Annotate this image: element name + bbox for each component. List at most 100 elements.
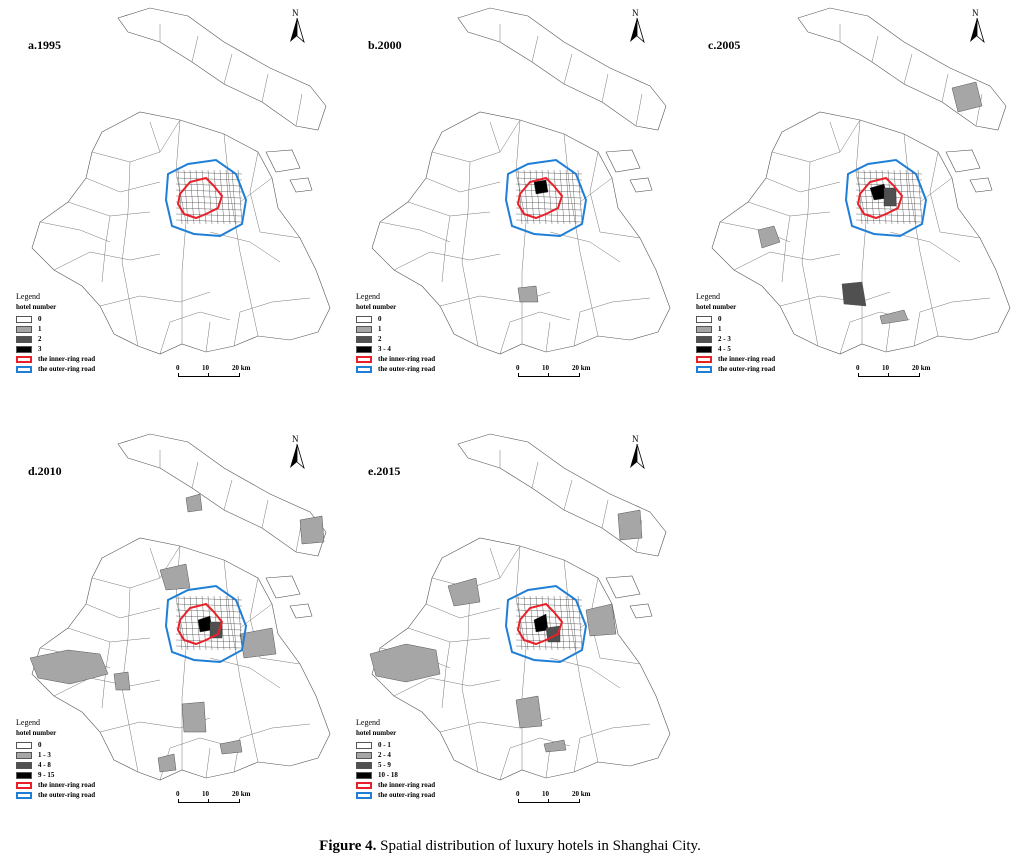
scale-label-0: 0 <box>176 790 180 798</box>
chongming-island <box>117 7 327 131</box>
legend-class-row: 2 <box>16 334 95 344</box>
legend-outer-ring-swatch <box>696 365 712 373</box>
legend-class-row: 4 - 8 <box>16 760 95 770</box>
north-label: N <box>632 8 639 18</box>
district-highlight <box>841 281 867 307</box>
shanghai-map-a <box>31 7 331 355</box>
north-label: N <box>292 8 299 18</box>
district-highlight <box>447 577 481 607</box>
legend-class-label: 1 <box>718 324 722 333</box>
district-highlight <box>219 739 243 755</box>
scale-line <box>518 802 580 803</box>
legend-subtitle: hotel number <box>16 303 57 311</box>
district-highlight <box>181 701 207 733</box>
legend-class-label: 1 - 3 <box>38 750 51 759</box>
north-label: N <box>972 8 979 18</box>
district-highlight <box>543 739 567 753</box>
legend-class-label: 2 - 4 <box>378 750 391 759</box>
mainland <box>711 111 1011 355</box>
legend-inner-ring-label: the inner-ring road <box>718 354 776 363</box>
legend-inner-ring-label: the inner-ring road <box>378 780 436 789</box>
map-legend: Legend hotel number 0 1 2 3 the inner-ring roa… <box>16 292 95 374</box>
mainland <box>371 111 671 355</box>
legend-inner-ring-row: the inner-ring road <box>16 354 95 364</box>
legend-outer-ring-label: the outer-ring road <box>38 790 96 799</box>
scale-line <box>178 802 240 803</box>
district-highlight <box>951 81 983 113</box>
district-highlight <box>113 671 131 691</box>
district-highlight <box>515 695 543 729</box>
panel-title: a.1995 <box>28 38 61 52</box>
panel-title: c.2005 <box>708 38 741 52</box>
city-center-districts <box>175 169 243 225</box>
legend-inner-ring-row: the inner-ring road <box>16 780 95 790</box>
legend-class-row: 10 - 18 <box>356 770 435 780</box>
district-highlight <box>157 753 177 773</box>
figure-caption: Figure 4. Spatial distribution of luxury… <box>0 838 1020 855</box>
legend-outer-ring-row: the outer-ring road <box>356 790 435 800</box>
district-boundaries <box>379 24 651 355</box>
legend-swatch <box>356 315 372 323</box>
legend-class-row: 4 - 5 <box>696 344 775 354</box>
scale-bar: 0 10 20 km <box>514 364 604 386</box>
legend-inner-ring-row: the inner-ring road <box>696 354 775 364</box>
scale-tick <box>548 373 549 377</box>
legend-outer-ring-swatch <box>16 365 32 373</box>
legend-class-row: 3 <box>16 344 95 354</box>
legend-swatch <box>16 761 32 769</box>
legend-swatch <box>16 741 32 749</box>
legend-inner-ring-swatch <box>696 355 712 363</box>
scale-label-10: 10 <box>882 364 889 372</box>
changxing-island <box>605 575 641 599</box>
legend-title: Legend <box>356 292 380 301</box>
north-arrow-icon: N <box>626 434 648 470</box>
legend-class-row: 2 - 4 <box>356 750 435 760</box>
district-highlight <box>369 643 441 683</box>
legend-class-label: 1 <box>38 324 42 333</box>
legend-class-row: 5 - 9 <box>356 760 435 770</box>
north-arrow-icon: N <box>966 8 988 44</box>
legend-outer-ring-label: the outer-ring road <box>38 364 96 373</box>
legend-swatch <box>696 315 712 323</box>
scale-label-0: 0 <box>516 364 520 372</box>
panel-title: d.2010 <box>28 464 62 478</box>
changxing-island <box>265 575 301 599</box>
legend-class-row: 2 <box>356 334 435 344</box>
district-highlight <box>159 563 191 591</box>
legend-outer-ring-row: the outer-ring road <box>16 790 95 800</box>
legend-class-label: 9 - 15 <box>38 770 55 779</box>
outer-ring-road <box>164 584 248 664</box>
legend-swatch <box>356 741 372 749</box>
district-highlight <box>299 515 325 545</box>
legend-title: Legend <box>356 718 380 727</box>
legend-outer-ring-swatch <box>356 365 372 373</box>
legend-class-row: 1 - 3 <box>16 750 95 760</box>
legend-outer-ring-row: the outer-ring road <box>356 364 435 374</box>
outer-ring-road <box>504 584 588 664</box>
north-label: N <box>632 434 639 444</box>
legend-class-row: 0 <box>16 740 95 750</box>
hengsha-island <box>289 603 313 619</box>
hengsha-island <box>629 177 653 193</box>
inner-ring-road <box>176 176 224 220</box>
legend-swatch <box>16 335 32 343</box>
scale-bar: 0 10 20 km <box>854 364 944 386</box>
scale-tick <box>919 373 920 377</box>
legend-swatch <box>356 771 372 779</box>
caption-text: Spatial distribution of luxury hotels in… <box>376 838 701 854</box>
shanghai-map-d <box>29 433 331 781</box>
scale-tick <box>518 373 519 377</box>
legend-title: Legend <box>16 292 40 301</box>
legend-outer-ring-row: the outer-ring road <box>696 364 775 374</box>
inner-ring-road <box>516 602 564 646</box>
legend-class-label: 4 - 5 <box>718 344 731 353</box>
scale-label-10: 10 <box>542 364 549 372</box>
outer-ring-road <box>164 158 248 238</box>
inner-ring-road <box>176 602 224 646</box>
inner-ring-road <box>516 176 564 220</box>
scale-label-20: 20 km <box>572 364 591 372</box>
map-legend: Legend hotel number 0 1 2 3 - 4 the inner-ring… <box>356 292 435 374</box>
district-highlight <box>517 285 539 303</box>
scale-tick <box>178 373 179 377</box>
scale-label-20: 20 km <box>232 364 251 372</box>
